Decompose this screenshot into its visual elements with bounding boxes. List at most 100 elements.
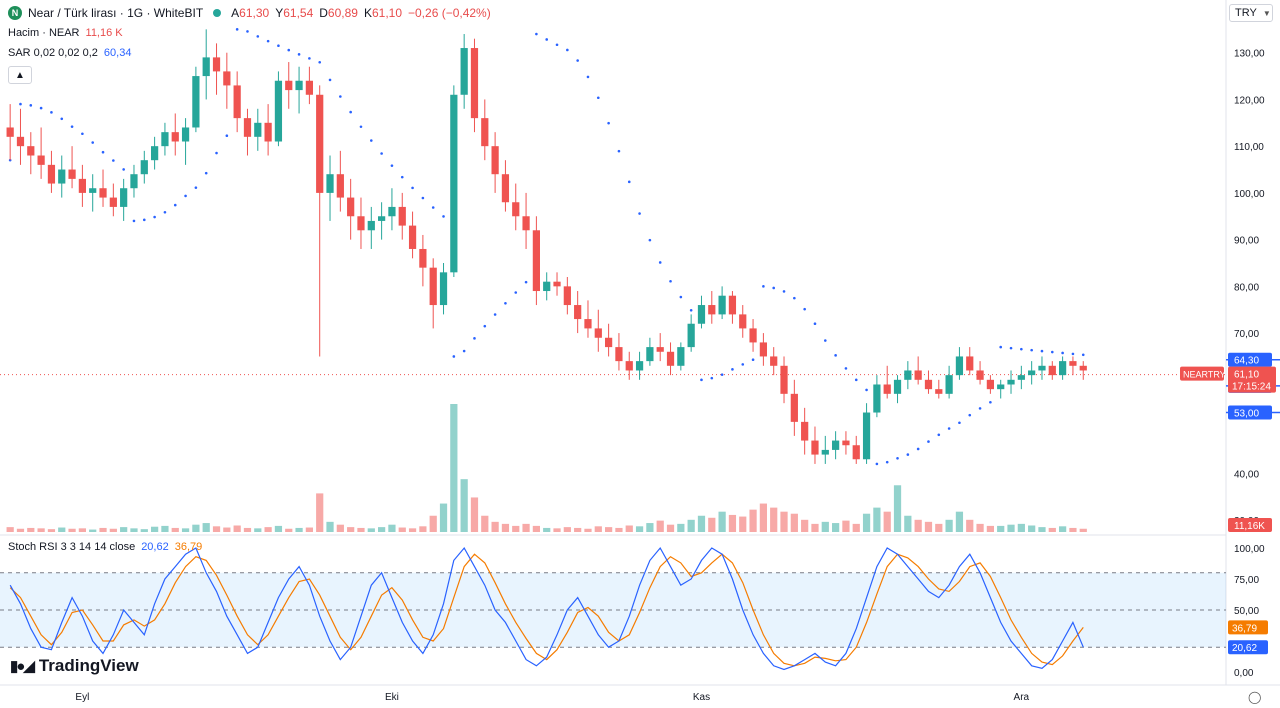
sar-dot	[1050, 350, 1054, 354]
sar-dot	[504, 301, 507, 305]
volume-bar	[264, 527, 272, 532]
candle-body	[935, 389, 943, 394]
volume-bar	[305, 527, 313, 532]
candle-body	[274, 80, 283, 142]
candle-body	[1048, 365, 1056, 376]
sar-dot	[246, 30, 249, 33]
price-tick-label: 90,00	[1234, 236, 1259, 247]
currency-selector[interactable]: TRY ▼	[1229, 4, 1273, 22]
volume-bar	[1028, 525, 1036, 532]
volume-bar	[212, 526, 221, 532]
sar-dot	[390, 164, 394, 167]
time-tick-label: Eki	[385, 692, 399, 703]
symbol-price-tag: NEARTRY	[1183, 370, 1226, 380]
volume-bar	[945, 519, 953, 532]
sar-dot	[60, 117, 64, 121]
volume-bar	[336, 524, 344, 532]
sar-dot	[19, 102, 22, 106]
stoch-rsi-k-axis-label: 20,62	[1232, 643, 1257, 654]
volume-bar	[388, 524, 396, 532]
symbol-title[interactable]: Near / Türk lirası · 1G · WhiteBIT	[28, 6, 204, 20]
volume-bar	[460, 479, 468, 532]
candle-body	[893, 379, 902, 394]
volume-bar	[140, 529, 148, 532]
sar-dot	[927, 440, 930, 443]
candle-body	[914, 370, 922, 380]
symbol-price-tag-bg	[1180, 366, 1224, 381]
volume-bar	[811, 523, 819, 532]
collapse-legend-button[interactable]: ▲	[8, 66, 32, 84]
sar-dot	[834, 354, 837, 357]
candle-body	[1059, 361, 1067, 376]
candle-body	[357, 216, 365, 231]
candle-body	[171, 132, 179, 142]
candle-body	[181, 127, 190, 142]
market-status-icon	[213, 9, 222, 17]
volume-bar	[512, 525, 520, 532]
volume-bar	[821, 521, 829, 532]
volume-bar	[862, 513, 871, 532]
volume-bar	[883, 511, 891, 532]
currency-label: TRY	[1235, 7, 1257, 19]
volume-bar	[976, 523, 984, 532]
sar-dot	[359, 125, 363, 129]
volume-bar	[656, 520, 664, 532]
sar-dot	[411, 186, 414, 190]
candle-body	[470, 48, 479, 119]
sar-dot	[328, 78, 332, 82]
sar-dot	[535, 32, 538, 36]
sar-dot	[658, 261, 662, 264]
candle-body	[58, 169, 66, 184]
sar-dot	[1061, 351, 1064, 355]
candle-body	[904, 370, 912, 380]
price-tick-label: 120,00	[1234, 95, 1265, 106]
candle-body	[99, 188, 107, 198]
sar-dot	[947, 427, 951, 430]
stoch-rsi-legend[interactable]: Stoch RSI 3 3 14 14 close 20,62 36,79	[8, 541, 202, 553]
candle-body	[924, 379, 933, 390]
candle-body	[883, 384, 891, 394]
candle-body	[955, 356, 964, 376]
time-axis-settings-icon[interactable]: ◯	[1248, 690, 1262, 704]
sar-dot	[689, 308, 693, 312]
volume-bar	[37, 528, 45, 532]
volume-bar	[759, 503, 767, 532]
sar-dot	[483, 324, 487, 328]
sar-dot	[462, 349, 466, 353]
sar-dot	[1030, 348, 1033, 352]
candle-body	[594, 328, 602, 338]
candle-body	[109, 197, 117, 207]
sar-dot	[101, 150, 105, 154]
sar-dot	[524, 280, 528, 284]
price-tick-label: 100,00	[1234, 189, 1265, 200]
sar-dot	[566, 48, 569, 52]
close-value: 61,10	[371, 6, 402, 20]
stoch-rsi-tick-label: 50,00	[1234, 606, 1259, 617]
sar-dot	[308, 57, 311, 60]
volume-bar	[99, 527, 107, 532]
volume-legend[interactable]: Hacim · NEAR 11,16 K	[8, 27, 123, 39]
sar-dot	[803, 307, 806, 311]
sar-legend[interactable]: SAR 0,02 0,02 0,2 60,34	[8, 47, 131, 59]
price-line-label-bg	[1228, 405, 1272, 420]
volume-bar	[522, 523, 530, 532]
candle-body	[687, 323, 695, 348]
volume-bar	[1038, 527, 1046, 532]
open-value: 61,30	[239, 6, 270, 20]
candle-body	[501, 174, 510, 203]
sar-dot	[29, 104, 33, 107]
candle-body	[120, 188, 128, 207]
sar-dot	[287, 48, 291, 52]
volume-bar	[120, 527, 128, 532]
volume-bar	[718, 511, 726, 532]
candle-body	[976, 370, 984, 380]
sar-dot	[596, 96, 600, 100]
tradingview-logo[interactable]: ▮●◢ TradingView	[10, 656, 139, 676]
stoch-rsi-d-axis-bg	[1228, 620, 1268, 635]
candle-body	[739, 314, 747, 329]
close-label: K	[363, 6, 372, 20]
candle-body	[89, 188, 97, 193]
candle-body	[770, 356, 778, 366]
sar-dot	[369, 139, 373, 142]
